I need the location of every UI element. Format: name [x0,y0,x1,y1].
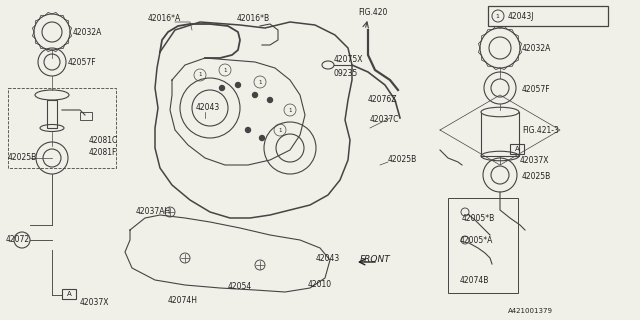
Text: 42043: 42043 [196,103,220,112]
Text: 42043: 42043 [316,254,340,263]
Text: 1: 1 [223,68,227,73]
Text: FIG.421-3: FIG.421-3 [522,126,559,135]
Text: 42025B: 42025B [388,155,417,164]
Text: FRONT: FRONT [360,255,391,264]
Text: 42081C: 42081C [89,136,118,145]
Text: 1: 1 [278,127,282,132]
Text: 42010: 42010 [308,280,332,289]
Text: 42074B: 42074B [460,276,490,285]
Ellipse shape [481,107,519,117]
Text: 42025B: 42025B [8,153,37,162]
Text: 42005*B: 42005*B [462,214,495,223]
Text: A: A [67,291,72,297]
Text: 1: 1 [495,13,499,19]
Bar [448,198,518,293]
Bar [62,289,76,299]
Text: 42037X: 42037X [520,156,550,165]
Text: 42057F: 42057F [522,85,550,94]
Text: 42054: 42054 [228,282,252,291]
Text: 42005*A: 42005*A [460,236,493,245]
Text: 42025B: 42025B [522,172,551,181]
Bar [481,112,519,156]
Text: 42016*B: 42016*B [237,14,270,23]
Circle shape [253,92,257,98]
Bar [8,88,116,168]
Circle shape [220,85,225,91]
Text: 1: 1 [198,73,202,77]
Text: 42076Z: 42076Z [368,95,397,104]
Text: 42074H: 42074H [168,296,198,305]
Circle shape [268,98,273,102]
Text: A: A [515,146,520,152]
Text: 42057F: 42057F [68,58,97,67]
Text: 42016*A: 42016*A [148,14,181,23]
Text: 42037AH: 42037AH [136,207,172,216]
Bar [47,100,57,128]
Text: 1: 1 [259,79,262,84]
Circle shape [236,83,241,87]
Circle shape [259,135,264,140]
Text: 42032A: 42032A [73,28,102,37]
Text: 42043J: 42043J [508,12,534,21]
Circle shape [246,127,250,132]
Text: 42037C: 42037C [370,115,399,124]
Text: 42072: 42072 [6,235,30,244]
Bar [80,112,92,120]
Text: 42081F: 42081F [89,148,117,157]
Text: 42032A: 42032A [522,44,552,53]
Bar [488,6,608,26]
Text: FIG.420: FIG.420 [358,8,387,17]
Text: A421001379: A421001379 [508,308,553,314]
Text: 09235: 09235 [334,69,358,78]
Text: 1: 1 [288,108,292,113]
Text: 42037X: 42037X [80,298,109,307]
Text: 42075X: 42075X [334,55,364,64]
Bar [510,144,524,154]
